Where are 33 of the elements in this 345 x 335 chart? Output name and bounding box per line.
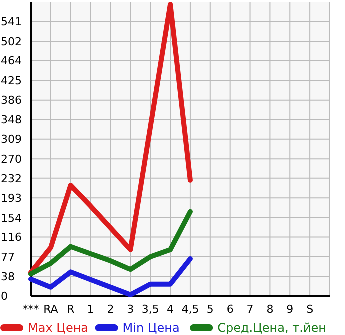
y-tick-label: 541 bbox=[1, 16, 22, 29]
x-tick-label: S bbox=[306, 303, 314, 316]
x-tick-label: RA bbox=[44, 303, 59, 316]
y-tick-label: 309 bbox=[1, 133, 22, 146]
legend-label: Сред.Цена, т.йен bbox=[218, 321, 326, 335]
y-tick-label: 386 bbox=[1, 94, 22, 108]
y-tick-label: 193 bbox=[1, 192, 22, 206]
x-tick-label: 2 bbox=[107, 303, 114, 316]
x-tick-label: 4 bbox=[167, 303, 174, 316]
y-tick-label: 116 bbox=[1, 231, 22, 244]
x-tick-label: 3 bbox=[127, 303, 134, 316]
y-tick-label: 348 bbox=[1, 113, 22, 126]
x-tick-label: 7 bbox=[246, 303, 254, 316]
x-tick-label: 9 bbox=[286, 303, 294, 316]
x-tick-label: *** bbox=[22, 303, 40, 316]
x-tick-label: R bbox=[67, 303, 76, 316]
x-tick-label: 4,5 bbox=[182, 303, 200, 316]
legend-label: Min Цена bbox=[122, 321, 180, 335]
x-tick-label: 6 bbox=[226, 303, 234, 316]
y-tick-label: 425 bbox=[1, 74, 22, 88]
x-tick-label: 8 bbox=[266, 303, 274, 316]
x-tick-label: 1 bbox=[87, 303, 94, 316]
y-tick-label: 232 bbox=[1, 172, 22, 186]
legend-label: Max Цена bbox=[28, 321, 89, 335]
y-tick-label: 502 bbox=[1, 35, 22, 48]
x-tick-label: 5 bbox=[206, 303, 214, 316]
y-tick-label: 154 bbox=[1, 212, 22, 225]
y-tick-label: 464 bbox=[1, 54, 22, 68]
x-tick-label: 3,5 bbox=[142, 303, 160, 316]
y-tick-label: 38 bbox=[1, 270, 15, 284]
y-tick-label: 0 bbox=[1, 290, 8, 303]
y-tick-label: 77 bbox=[1, 250, 15, 264]
y-tick-label: 270 bbox=[1, 152, 22, 166]
